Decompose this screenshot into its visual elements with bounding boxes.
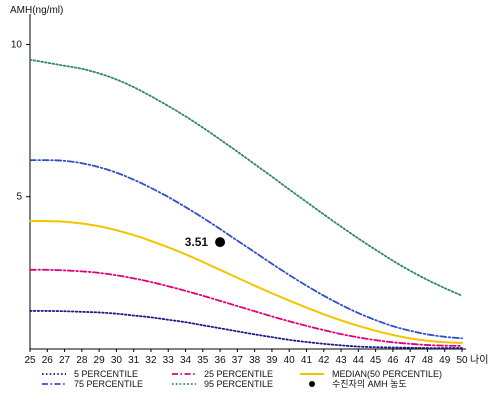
x-tick-label-30: 30 [111,355,123,366]
x-tick-label-48: 48 [422,355,434,366]
series-line-5-percentile [29,310,463,350]
x-tick-label-49: 49 [439,355,451,366]
x-tick-label-34: 34 [180,355,192,366]
x-tick-label-28: 28 [76,355,88,366]
x-tick-label-32: 32 [145,355,157,366]
series-line-median-50-percentile [29,220,463,344]
x-tick-label-40: 40 [284,355,296,366]
x-tick-label-38: 38 [249,355,261,366]
x-tick-label-25: 25 [24,355,36,366]
x-tick-label-35: 35 [197,355,209,366]
x-tick-label-26: 26 [42,355,54,366]
x-tick-label-45: 45 [370,355,382,366]
x-tick-label-29: 29 [94,355,106,366]
x-tick-label-27: 27 [59,355,71,366]
x-tick-label-50: 50 [456,355,468,366]
series-line-25-percentile [29,268,463,347]
legend-label-95-percentile: 95 PERCENTILE [204,379,273,389]
x-tick-label-46: 46 [387,355,399,366]
x-tick-label-37: 37 [232,355,244,366]
legend-label-median-50-percentile: MEDIAN(50 PERCENTILE) [332,369,442,379]
series-layer [29,58,463,350]
x-tick-label-47: 47 [405,355,417,366]
x-tick-label-42: 42 [318,355,330,366]
y-ticks-layer: 5 10 25 26 27 28 29 30 31 32 33 34 35 36 37 38 39 40 41 42 4… [11,39,468,366]
patient-amh-value-label: 3.51 [185,235,209,249]
legend-label-5-percentile: 5 PERCENTILE [74,369,138,379]
series-line-95-percentile [29,58,463,297]
legend-label-25-percentile: 25 PERCENTILE [204,369,273,379]
series-line-75-percentile [29,159,463,340]
legend-label-75-percentile: 75 PERCENTILE [74,379,143,389]
y-axis-title: AMH(ng/ml) [10,5,63,16]
y-tick-label-10: 10 [11,39,23,50]
x-tick-label-44: 44 [353,355,365,366]
patient-amh-point [215,237,226,248]
legend: 5 PERCENTILE 25 PERCENTILE MEDIAN(50 PERCE… [42,369,442,389]
x-axis-title: 나이 [470,354,488,366]
x-tick-label-41: 41 [301,355,313,366]
legend-swatch-patient-point [309,381,315,387]
x-tick-label-39: 39 [266,355,278,366]
x-tick-label-36: 36 [215,355,227,366]
x-tick-label-43: 43 [335,355,347,366]
legend-label-patient-point: 수진자의 AMH 농도 [332,379,407,389]
x-tick-label-33: 33 [163,355,175,366]
x-tick-label-31: 31 [128,355,140,366]
y-tick-label-5: 5 [16,192,22,203]
point-layer: 3.51 [185,235,226,249]
